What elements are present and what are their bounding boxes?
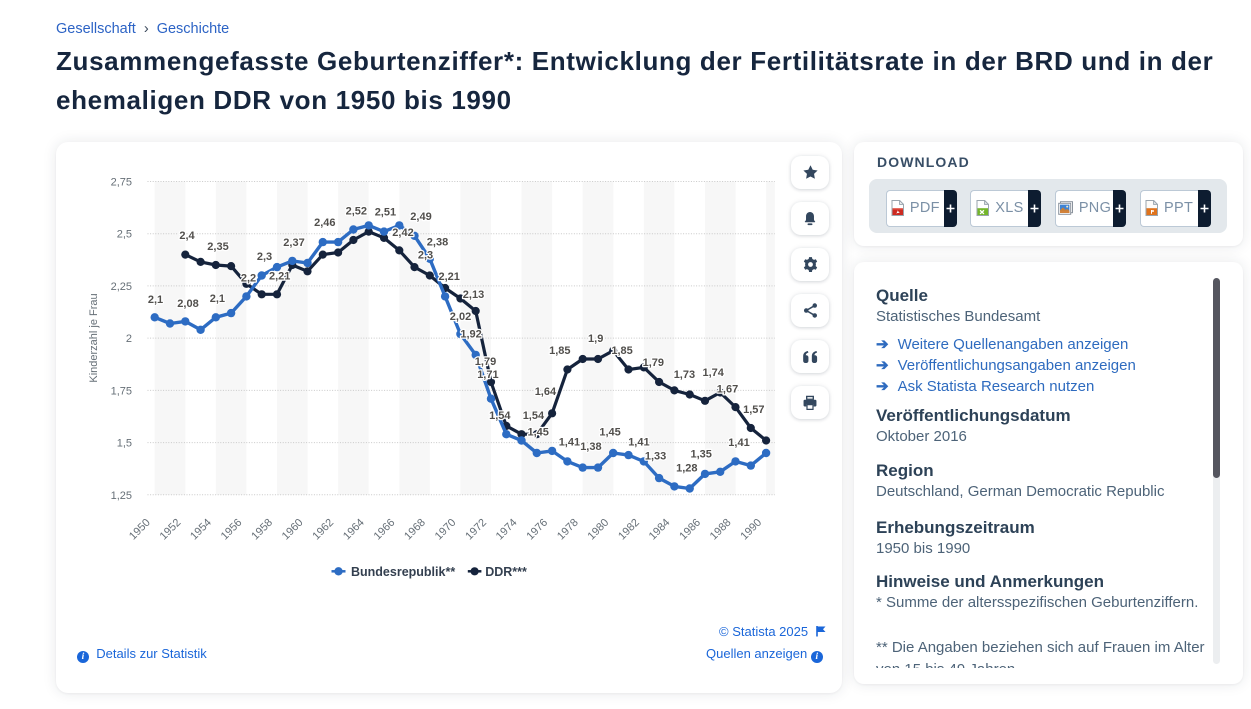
svg-text:1,92: 1,92 [460, 328, 481, 340]
svg-text:2,49: 2,49 [410, 211, 431, 223]
svg-text:1956: 1956 [219, 517, 245, 543]
svg-text:1,67: 1,67 [717, 384, 738, 396]
svg-text:1,28: 1,28 [676, 463, 697, 475]
svg-text:1,85: 1,85 [611, 345, 632, 357]
svg-text:1,45: 1,45 [599, 427, 620, 439]
svg-text:1976: 1976 [524, 517, 550, 543]
svg-text:2,08: 2,08 [177, 298, 198, 310]
svg-text:1954: 1954 [188, 517, 214, 543]
svg-text:1,71: 1,71 [477, 369, 498, 381]
svg-text:2,38: 2,38 [427, 236, 448, 248]
svg-text:2,02: 2,02 [450, 311, 471, 323]
svg-text:2,3: 2,3 [418, 249, 433, 261]
svg-text:1,85: 1,85 [549, 345, 570, 357]
svg-text:1960: 1960 [280, 517, 306, 543]
svg-text:2,3: 2,3 [257, 251, 272, 263]
svg-text:DDR***: DDR*** [485, 565, 527, 579]
svg-text:1,75: 1,75 [111, 385, 132, 397]
svg-text:2,25: 2,25 [111, 281, 132, 293]
svg-text:2,1: 2,1 [210, 293, 225, 305]
svg-text:1988: 1988 [708, 517, 734, 543]
svg-text:1978: 1978 [555, 517, 581, 543]
svg-text:1,35: 1,35 [690, 448, 711, 460]
svg-text:2,2: 2,2 [241, 273, 256, 285]
svg-text:1,5: 1,5 [117, 438, 132, 450]
svg-text:1974: 1974 [494, 517, 520, 543]
svg-text:1,33: 1,33 [645, 451, 666, 463]
svg-text:1984: 1984 [647, 517, 673, 543]
svg-text:2,75: 2,75 [111, 177, 132, 189]
svg-text:1,73: 1,73 [674, 369, 695, 381]
svg-text:Kinderzahl je Frau: Kinderzahl je Frau [88, 293, 100, 382]
svg-text:1,74: 1,74 [702, 367, 724, 379]
svg-text:1990: 1990 [738, 517, 764, 543]
svg-text:Bundesrepublik**: Bundesrepublik** [351, 565, 455, 579]
svg-text:1,64: 1,64 [535, 386, 557, 398]
svg-text:1980: 1980 [586, 517, 612, 543]
svg-text:2,51: 2,51 [375, 207, 396, 219]
svg-text:2: 2 [126, 333, 132, 345]
svg-text:1,25: 1,25 [111, 490, 132, 502]
svg-text:1,57: 1,57 [743, 404, 764, 416]
svg-text:1966: 1966 [372, 517, 398, 543]
svg-text:1962: 1962 [310, 517, 336, 543]
svg-text:1982: 1982 [616, 517, 642, 543]
svg-text:1,41: 1,41 [628, 436, 649, 448]
svg-text:2,37: 2,37 [283, 237, 304, 249]
svg-text:2,5: 2,5 [117, 229, 132, 241]
svg-text:2,1: 2,1 [148, 294, 163, 306]
svg-text:1,79: 1,79 [475, 356, 496, 368]
svg-text:1,54: 1,54 [523, 410, 545, 422]
svg-text:1,41: 1,41 [559, 436, 580, 448]
svg-text:2,13: 2,13 [463, 289, 484, 301]
svg-text:1972: 1972 [463, 517, 489, 543]
svg-text:1,45: 1,45 [527, 427, 548, 439]
svg-text:2,42: 2,42 [392, 227, 413, 239]
svg-text:2,35: 2,35 [207, 241, 228, 253]
svg-text:2,4: 2,4 [179, 230, 195, 242]
svg-text:1964: 1964 [341, 517, 367, 543]
svg-text:1,41: 1,41 [728, 437, 749, 449]
svg-text:1,38: 1,38 [580, 441, 601, 453]
svg-text:1952: 1952 [158, 517, 184, 543]
svg-text:1,79: 1,79 [643, 357, 664, 369]
svg-text:2,46: 2,46 [314, 217, 335, 229]
svg-text:1958: 1958 [249, 517, 275, 543]
svg-text:2,21: 2,21 [438, 271, 459, 283]
svg-text:1968: 1968 [402, 517, 428, 543]
svg-text:1986: 1986 [677, 517, 703, 543]
svg-text:1,9: 1,9 [588, 333, 603, 345]
svg-text:2,21: 2,21 [269, 271, 290, 283]
svg-text:1950: 1950 [127, 517, 153, 543]
svg-text:1970: 1970 [433, 517, 459, 543]
svg-text:2,52: 2,52 [346, 205, 367, 217]
svg-text:1,54: 1,54 [489, 410, 511, 422]
